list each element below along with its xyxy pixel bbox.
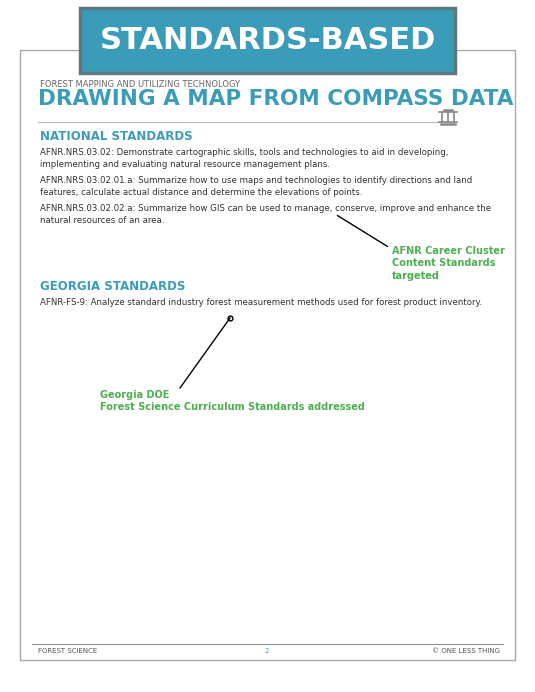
- Text: 2: 2: [265, 648, 269, 654]
- Bar: [20, 50, 515, 660]
- Text: FOREST SCIENCE: FOREST SCIENCE: [38, 648, 97, 654]
- Text: AFNR-FS-9: Analyze standard industry forest measurement methods used for forest : AFNR-FS-9: Analyze standard industry for…: [40, 298, 482, 307]
- Text: © ONE LESS THING: © ONE LESS THING: [432, 648, 500, 654]
- Text: GEORGIA STANDARDS: GEORGIA STANDARDS: [40, 280, 185, 293]
- Text: DRAWING A MAP FROM COMPASS DATA: DRAWING A MAP FROM COMPASS DATA: [38, 89, 514, 109]
- Text: NATIONAL STANDARDS: NATIONAL STANDARDS: [40, 130, 193, 143]
- Text: STANDARDS-BASED: STANDARDS-BASED: [100, 26, 435, 55]
- Text: AFNR Career Cluster
Content Standards
targeted: AFNR Career Cluster Content Standards ta…: [392, 246, 505, 281]
- Text: AFNR.NRS.03.02.01.a: Summarize how to use maps and technologies to identify dire: AFNR.NRS.03.02.01.a: Summarize how to us…: [40, 176, 472, 197]
- Text: AFNR.NRS.03.02: Demonstrate cartographic skills, tools and technologies to aid i: AFNR.NRS.03.02: Demonstrate cartographic…: [40, 148, 448, 169]
- Text: Georgia DOE
Forest Science Curriculum Standards addressed: Georgia DOE Forest Science Curriculum St…: [100, 390, 365, 412]
- Text: FOREST MAPPING AND UTILIZING TECHNOLOGY: FOREST MAPPING AND UTILIZING TECHNOLOGY: [40, 80, 240, 89]
- Text: AFNR.NRS.03.02.02.a: Summarize how GIS can be used to manage, conserve, improve : AFNR.NRS.03.02.02.a: Summarize how GIS c…: [40, 204, 491, 225]
- Bar: [80, 8, 455, 73]
